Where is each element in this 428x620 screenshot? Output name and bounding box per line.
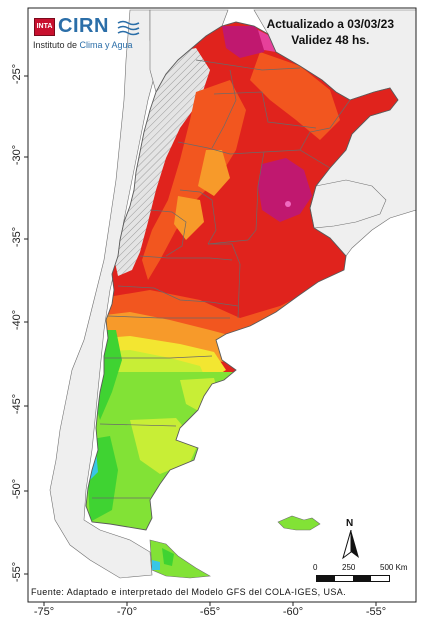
scale-bar: 0 250 500 Km	[312, 563, 408, 585]
waves-icon	[117, 20, 140, 36]
malvinas-islands	[277, 515, 321, 531]
scale-label: 250	[342, 563, 356, 572]
scale-label: 0	[313, 563, 318, 572]
forecast-header: Actualizado a 03/03/23 Validez 48 hs.	[267, 16, 394, 48]
source-credit: Fuente: Adaptado e interpretado del Mode…	[31, 587, 347, 597]
north-label: N	[346, 518, 354, 529]
lat-tick: -40°	[11, 309, 23, 331]
lat-tick: -35°	[11, 226, 23, 248]
hot-spot-east	[258, 158, 312, 222]
logo-name: CIRN	[58, 15, 109, 37]
logo-subtitle: Instituto de Clima y Agua	[33, 40, 133, 50]
province-borders	[92, 59, 351, 499]
cirn-logo: INTA CIRN Instituto de Clima y Agua	[32, 14, 150, 56]
lon-tick: -60°	[282, 606, 304, 618]
lon-tick: -65°	[199, 606, 221, 618]
hot-spot-north	[222, 26, 268, 58]
lat-tick: -55°	[11, 561, 23, 583]
lat-tick: -30°	[11, 144, 23, 166]
lat-tick: -25°	[11, 63, 23, 85]
lon-tick: -70°	[116, 606, 138, 618]
inta-badge: INTA	[34, 18, 55, 36]
lat-tick: -50°	[11, 478, 23, 500]
north-arrow-icon	[342, 530, 359, 560]
north-arrow: N	[341, 518, 361, 560]
scale-bar-graphic	[316, 575, 390, 582]
lon-tick: -55°	[365, 606, 387, 618]
map-border	[27, 7, 417, 603]
validity-text: Validez 48 hs.	[291, 33, 370, 47]
lon-tick: -75°	[33, 606, 55, 618]
lat-tick: -45°	[11, 393, 23, 415]
updated-date: Actualizado a 03/03/23	[266, 17, 394, 31]
chile-landmass	[49, 9, 157, 579]
scale-label: 500 Km	[380, 563, 408, 572]
